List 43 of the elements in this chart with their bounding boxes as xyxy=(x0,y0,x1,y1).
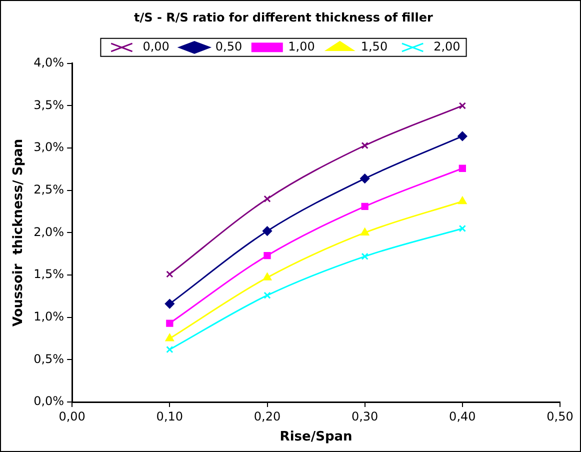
point xyxy=(166,346,174,354)
point xyxy=(263,272,272,280)
point xyxy=(458,196,467,204)
point xyxy=(360,228,370,236)
point xyxy=(166,320,174,327)
y-tick-label: 3,0% xyxy=(34,140,64,154)
point xyxy=(264,292,271,299)
point xyxy=(458,224,466,232)
x-axis-title: Rise/Span xyxy=(280,430,352,445)
legend-label: 0,00 xyxy=(142,40,170,54)
point xyxy=(165,334,174,342)
point xyxy=(166,270,174,278)
y-tick-label: 3,5% xyxy=(34,98,64,112)
point xyxy=(361,252,368,260)
point xyxy=(458,164,466,172)
point xyxy=(458,131,468,141)
point xyxy=(262,226,272,236)
point xyxy=(458,102,466,110)
point xyxy=(360,174,370,184)
point xyxy=(164,299,174,309)
point xyxy=(361,202,368,210)
y-tick-label: 0,0% xyxy=(34,394,64,408)
legend-label: 2,00 xyxy=(434,40,460,54)
x-tick-label: 0,30 xyxy=(351,409,378,424)
x-tick-label: 0,50 xyxy=(546,409,574,424)
point xyxy=(264,195,271,202)
y-axis-title: Voussoir thickness/ Span xyxy=(11,138,26,327)
y-tick-label: 2,5% xyxy=(34,182,64,196)
chart-title: t/S - R/S ratio for different thickness of filler xyxy=(134,10,434,24)
y-tick-label: 2,0% xyxy=(34,224,64,239)
x-tick-label: 0,20 xyxy=(254,409,281,424)
x-tick-label: 0,40 xyxy=(449,409,476,424)
legend-label: 1,50 xyxy=(360,40,388,54)
point xyxy=(361,142,368,150)
y-tick-label: 0,5% xyxy=(34,352,64,366)
legend-label: 1,00 xyxy=(288,40,315,54)
y-tick-label: 4,0% xyxy=(34,56,64,70)
x-tick-label: 0,10 xyxy=(156,409,184,424)
x-tick-label: 0,00 xyxy=(58,409,86,424)
point xyxy=(264,252,271,260)
y-tick-label: 1,0% xyxy=(34,309,64,324)
legend-label: 0,50 xyxy=(215,40,242,54)
y-tick-label: 1,5% xyxy=(34,267,64,282)
